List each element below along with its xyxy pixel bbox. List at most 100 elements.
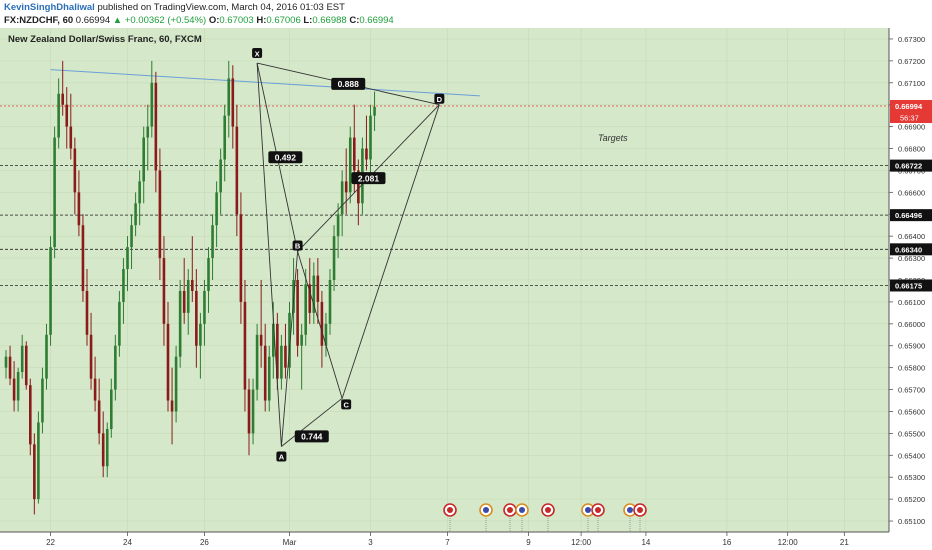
candle-body [357, 170, 360, 204]
candle-body [231, 78, 235, 127]
candle-body [12, 378, 16, 401]
candle-body [235, 126, 239, 215]
candle-body [365, 148, 368, 160]
candle-body [272, 323, 275, 357]
candle-body [174, 356, 178, 412]
grid [0, 28, 889, 532]
pattern-leg [297, 251, 343, 399]
candle-body [93, 378, 97, 401]
candle-body [118, 301, 121, 346]
candle-body [110, 389, 113, 430]
candle-body [304, 284, 307, 335]
candle-body [247, 389, 251, 434]
time-axis[interactable]: 22 24 26 Mar 3 7 9 12:00 14 16 12:00 21 [0, 532, 932, 550]
low-value: 0.66988 [312, 15, 347, 26]
candle-body [178, 290, 182, 357]
candle-body [162, 258, 166, 324]
candle-body [332, 236, 336, 280]
candle-body [195, 290, 198, 346]
level-price-box [890, 279, 932, 292]
candle-body [344, 181, 348, 193]
last-price-box [890, 100, 932, 113]
ratio-label: 0.492 [275, 152, 297, 162]
pattern-point-box [252, 48, 263, 59]
candle-body [122, 269, 125, 302]
price-tick-label: 0.65700 [898, 386, 925, 395]
pattern-point-label: B [295, 242, 301, 251]
price-tick-label: 0.65900 [898, 342, 925, 351]
event-marker-dot [447, 507, 453, 513]
candle-body [284, 345, 287, 368]
candle-body [33, 444, 36, 500]
candle-body [288, 312, 291, 368]
ratio-label: 0.888 [338, 79, 360, 89]
candle-body [369, 115, 372, 160]
time-tick-label: Mar [283, 538, 297, 547]
candle-body [276, 323, 279, 379]
author-link[interactable]: KevinSinghDhaliwal [4, 2, 95, 13]
candle-body [296, 280, 299, 346]
candle-body [69, 126, 73, 149]
candle-body [154, 82, 158, 171]
candle-body [267, 356, 271, 401]
candle-body [324, 323, 328, 346]
pattern-leg [280, 251, 299, 447]
level-price-box [890, 209, 932, 222]
candle-body [77, 192, 81, 226]
candle-body [320, 301, 324, 346]
candle-body [263, 345, 267, 401]
last-price: 0.66994 [75, 15, 111, 26]
chart-header: KevinSinghDhaliwal published on TradingV… [0, 0, 932, 28]
candle-body [203, 290, 206, 324]
candle-body [336, 214, 340, 237]
pattern-point-label: X [255, 49, 260, 58]
candle-body [65, 104, 69, 127]
candle-body [57, 93, 60, 138]
event-marker-dot [507, 507, 513, 513]
ratio-box [351, 172, 386, 185]
time-tick-label: 26 [200, 538, 209, 547]
countdown-box [890, 112, 932, 124]
candle-body [4, 356, 8, 368]
pattern-point-box [276, 451, 287, 462]
high-value: 0.67006 [266, 15, 301, 26]
ratio-box [331, 77, 366, 90]
price-tick-label: 0.66000 [898, 320, 925, 329]
time-tick-label: 22 [46, 538, 55, 547]
candle-body [146, 126, 150, 138]
candle-body [114, 345, 117, 390]
candle-body [142, 137, 145, 182]
time-tick-label: 21 [840, 538, 849, 547]
level-price-label: 0.66496 [895, 211, 922, 220]
price-chart[interactable]: X A B C D 0.888 0.492 2.081 0.744 New Zealand Do… [0, 28, 932, 550]
candle-body [215, 192, 218, 226]
price-tick-label: 0.66300 [898, 254, 925, 263]
price-axis[interactable]: 0.65100 0.65200 0.65300 0.65400 0.65500 0.656… [889, 28, 932, 532]
price-tick-label: 0.67300 [898, 35, 925, 44]
candle-body [49, 247, 52, 335]
candle-body [81, 225, 85, 291]
level-price-label: 0.66175 [895, 281, 922, 290]
time-tick-label: 3 [368, 538, 373, 547]
price-tick-label: 0.65200 [898, 495, 925, 504]
high-label: H: [256, 15, 267, 26]
resistance-trend-line [50, 69, 480, 97]
candle-body [16, 372, 20, 401]
candle-body [308, 284, 312, 313]
candle-body [243, 301, 247, 390]
pattern-point-label: A [279, 453, 285, 462]
candle-body [312, 275, 316, 313]
candle-body [41, 378, 44, 423]
event-marker-dot [519, 507, 525, 513]
level-price-box [890, 243, 932, 256]
event-marker-dot [637, 507, 643, 513]
candle-body [20, 345, 24, 373]
candle-body [158, 170, 162, 259]
price-tick-label: 0.65600 [898, 407, 925, 416]
candle-body [316, 275, 320, 302]
ratio-label: 0.744 [301, 432, 323, 442]
candle-body [199, 323, 202, 346]
candle-body [150, 82, 154, 127]
pattern-point-box [292, 240, 303, 251]
candle-body [255, 334, 259, 390]
